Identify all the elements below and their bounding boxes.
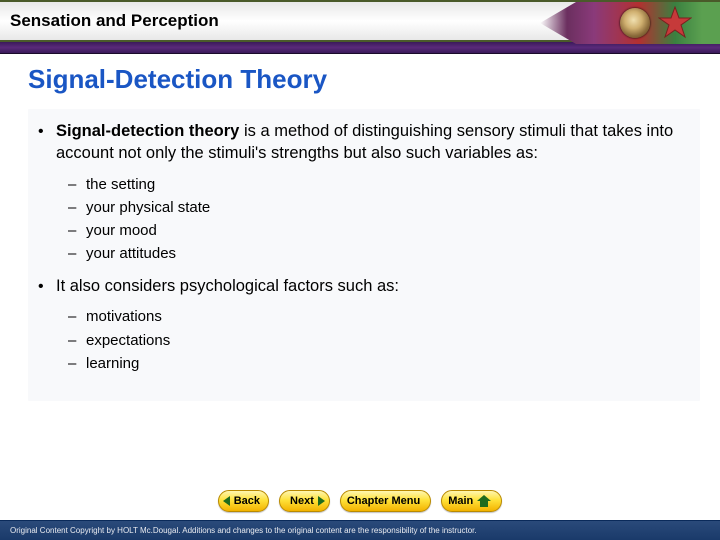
slide-header: Sensation and Perception [0, 0, 720, 42]
slide-main: Signal-Detection Theory Signal-detection… [0, 54, 720, 484]
bullet-list: Signal-detection theory is a method of d… [38, 121, 690, 375]
sub-bullet-item: your physical state [68, 196, 690, 219]
main-button[interactable]: Main [441, 490, 502, 512]
main-label: Main [448, 495, 473, 507]
header-decoration [540, 2, 720, 44]
chapter-title: Sensation and Perception [10, 11, 219, 31]
sub-bullet-item: the setting [68, 173, 690, 196]
chapter-menu-label: Chapter Menu [347, 495, 420, 507]
sub-bullet-item: motivations [68, 305, 690, 328]
copyright-text: Original Content Copyright by HOLT Mc.Do… [10, 526, 477, 535]
nav-bar: Back Next Chapter Menu Main [0, 484, 720, 520]
bullet-bold: Signal-detection theory [56, 122, 239, 140]
chevron-right-icon [318, 496, 325, 506]
sub-bullet-item: expectations [68, 329, 690, 352]
chevron-left-icon [223, 496, 230, 506]
sub-bullet-item: your mood [68, 219, 690, 242]
sub-bullet-item: your attitudes [68, 242, 690, 265]
sub-bullet-item: learning [68, 352, 690, 375]
star-icon [658, 6, 692, 40]
chapter-menu-button[interactable]: Chapter Menu [340, 490, 431, 512]
home-icon [477, 495, 491, 507]
slide-title: Signal-Detection Theory [28, 64, 700, 95]
next-label: Next [290, 495, 314, 507]
sub-bullet-list: the setting your physical state your moo… [68, 173, 690, 266]
slide-content: Signal-detection theory is a method of d… [28, 109, 700, 401]
bullet-text: It also considers psychological factors … [56, 277, 399, 295]
bullet-item: Signal-detection theory is a method of d… [38, 121, 690, 266]
bullet-item: It also considers psychological factors … [38, 276, 690, 376]
back-button[interactable]: Back [218, 490, 269, 512]
next-button[interactable]: Next [279, 490, 330, 512]
sub-bullet-list: motivations expectations learning [68, 305, 690, 375]
slide-footer: Original Content Copyright by HOLT Mc.Do… [0, 520, 720, 540]
back-label: Back [234, 495, 260, 507]
